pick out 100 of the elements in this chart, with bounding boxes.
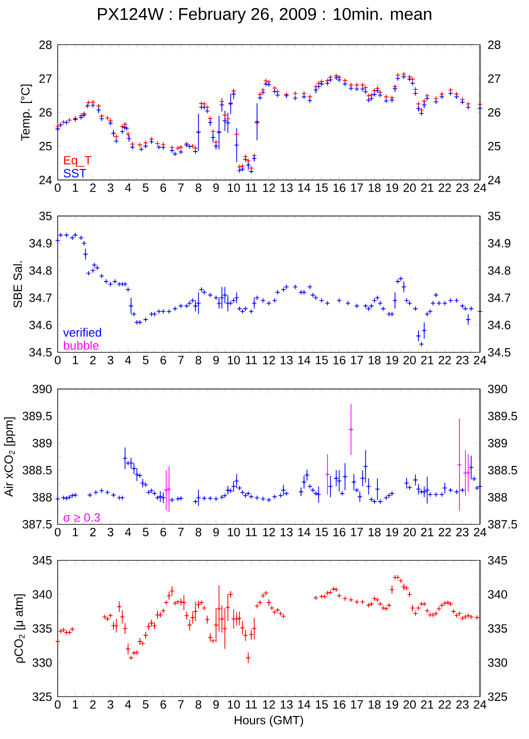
x-tick-label: 19 xyxy=(386,700,398,709)
y-tick-label: 388.5 xyxy=(22,466,52,474)
x-tick-label: 22 xyxy=(438,528,451,536)
x-tick-label: 15 xyxy=(316,356,328,364)
y2-tick-label: 388 xyxy=(488,492,508,502)
x-tick-label: 14 xyxy=(298,184,310,192)
y-axis-title: ρCO$_{2}$ [μ atm] xyxy=(14,594,26,663)
x-tick-label: 0 xyxy=(54,184,61,192)
x-tick-label: 14 xyxy=(298,356,310,364)
y-tick-label: 345 xyxy=(32,556,52,565)
y2-tick-label: 387.5 xyxy=(488,520,518,529)
x-tick-label: 17 xyxy=(351,700,363,708)
y2-tick-label: 389.5 xyxy=(488,412,518,420)
y2-tick-label: 335 xyxy=(488,624,508,633)
y-tick-label: 24 xyxy=(39,176,52,184)
y-tick-label: 325 xyxy=(32,692,52,701)
y2-tick-label: 34.8 xyxy=(488,266,510,275)
x-tick-label: 20 xyxy=(404,528,416,536)
x-tick-label: 23 xyxy=(456,528,469,536)
x-tick-label: 0 xyxy=(54,700,61,709)
y-tick-label: 34.7 xyxy=(29,294,52,302)
y-tick-label: 34.5 xyxy=(29,348,52,357)
x-tick-label: 12 xyxy=(263,356,275,364)
x-tick-label: 18 xyxy=(368,184,381,192)
y-tick-label: 388 xyxy=(32,492,52,502)
x-tick-label: 12 xyxy=(263,528,275,536)
x-tick-label: 6 xyxy=(160,528,166,536)
x-tick-label: 20 xyxy=(404,356,416,364)
y2-tick-label: 390 xyxy=(488,384,508,394)
x-tick-label: 23 xyxy=(456,356,469,364)
x-tick-label: 7 xyxy=(178,528,184,536)
y2-tick-label: 24 xyxy=(488,176,501,184)
x-tick-label: 2 xyxy=(90,184,96,192)
x-tick-label: 1 xyxy=(72,184,78,192)
x-tick-label: 9 xyxy=(213,184,219,192)
x-tick-label: 10 xyxy=(228,700,240,709)
y-tick-label: 28 xyxy=(39,40,52,49)
y2-tick-label: 27 xyxy=(488,74,500,83)
y2-tick-label: 26 xyxy=(488,108,500,117)
y-tick-label: 335 xyxy=(32,624,52,633)
x-tick-label: 15 xyxy=(316,700,328,709)
x-tick-label: 18 xyxy=(368,700,381,709)
y2-tick-label: 25 xyxy=(488,142,500,150)
x-tick-label: 19 xyxy=(386,528,398,536)
y2-tick-label: 389 xyxy=(488,438,507,448)
x-tick-label: 8 xyxy=(196,700,202,709)
y2-tick-label: 35 xyxy=(488,212,500,220)
y-tick-label: 26 xyxy=(39,108,52,117)
x-tick-label: 13 xyxy=(280,700,293,709)
x-tick-label: 7 xyxy=(178,356,184,364)
x-tick-label: 1 xyxy=(72,356,78,364)
y-tick-label: 34.9 xyxy=(29,239,52,248)
x-tick-label: 2 xyxy=(90,700,96,709)
x-tick-label: 24 xyxy=(474,356,486,364)
y2-tick-label: 340 xyxy=(488,590,508,599)
x-tick-label: 9 xyxy=(213,356,219,364)
x-tick-label: 20 xyxy=(404,184,416,192)
y2-tick-label: 330 xyxy=(488,658,508,667)
y-tick-label: 389 xyxy=(32,438,52,448)
y2-tick-label: 325 xyxy=(488,692,508,701)
x-tick-label: 12 xyxy=(263,700,275,709)
x-tick-label: 23 xyxy=(456,700,469,709)
x-tick-label: 4 xyxy=(125,528,132,536)
x-tick-label: 10 xyxy=(228,356,240,364)
y2-tick-label: 388.5 xyxy=(488,466,518,474)
x-tick-label: 13 xyxy=(280,528,293,536)
x-tick-label: 22 xyxy=(438,184,451,192)
x-tick-label: 3 xyxy=(108,184,114,192)
x-tick-label: 5 xyxy=(142,356,149,364)
x-tick-label: 10 xyxy=(228,528,240,536)
x-tick-label: 21 xyxy=(421,356,434,364)
x-tick-label: 0 xyxy=(54,528,61,536)
x-tick-label: 24 xyxy=(474,528,486,536)
x-tick-label: 0 xyxy=(54,356,61,364)
x-tick-label: 22 xyxy=(438,700,451,709)
legend-label: bubble xyxy=(64,340,99,350)
x-tick-label: 17 xyxy=(351,184,363,192)
y-tick-label: 27 xyxy=(39,74,52,83)
y-tick-label: 34.8 xyxy=(29,266,52,275)
y-tick-label: 340 xyxy=(32,590,52,599)
x-tick-label: 11 xyxy=(246,700,257,708)
x-tick-label: 3 xyxy=(108,528,114,536)
x-tick-label: 14 xyxy=(298,528,310,536)
x-tick-label: 24 xyxy=(474,700,486,709)
x-axis-title: Hours (GMT) xyxy=(234,716,304,727)
x-tick-label: 2 xyxy=(90,528,96,536)
x-tick-label: 17 xyxy=(351,528,363,536)
x-tick-label: 5 xyxy=(142,700,149,709)
y2-tick-label: 34.9 xyxy=(488,239,510,248)
y-tick-label: 390 xyxy=(32,384,52,394)
y-axis-title: Air xCO$_{2}$ [ppm] xyxy=(4,417,16,497)
x-tick-label: 13 xyxy=(280,356,293,364)
y-axis-title: Temp. [°C] xyxy=(20,84,32,141)
x-tick-label: 19 xyxy=(386,184,398,192)
x-tick-label: 9 xyxy=(213,528,219,536)
text: σ ≥ 0.3 xyxy=(64,513,100,522)
x-tick-label: 8 xyxy=(196,184,202,192)
x-tick-label: 7 xyxy=(178,700,184,708)
x-tick-label: 4 xyxy=(125,700,132,708)
x-tick-label: 21 xyxy=(421,700,434,709)
